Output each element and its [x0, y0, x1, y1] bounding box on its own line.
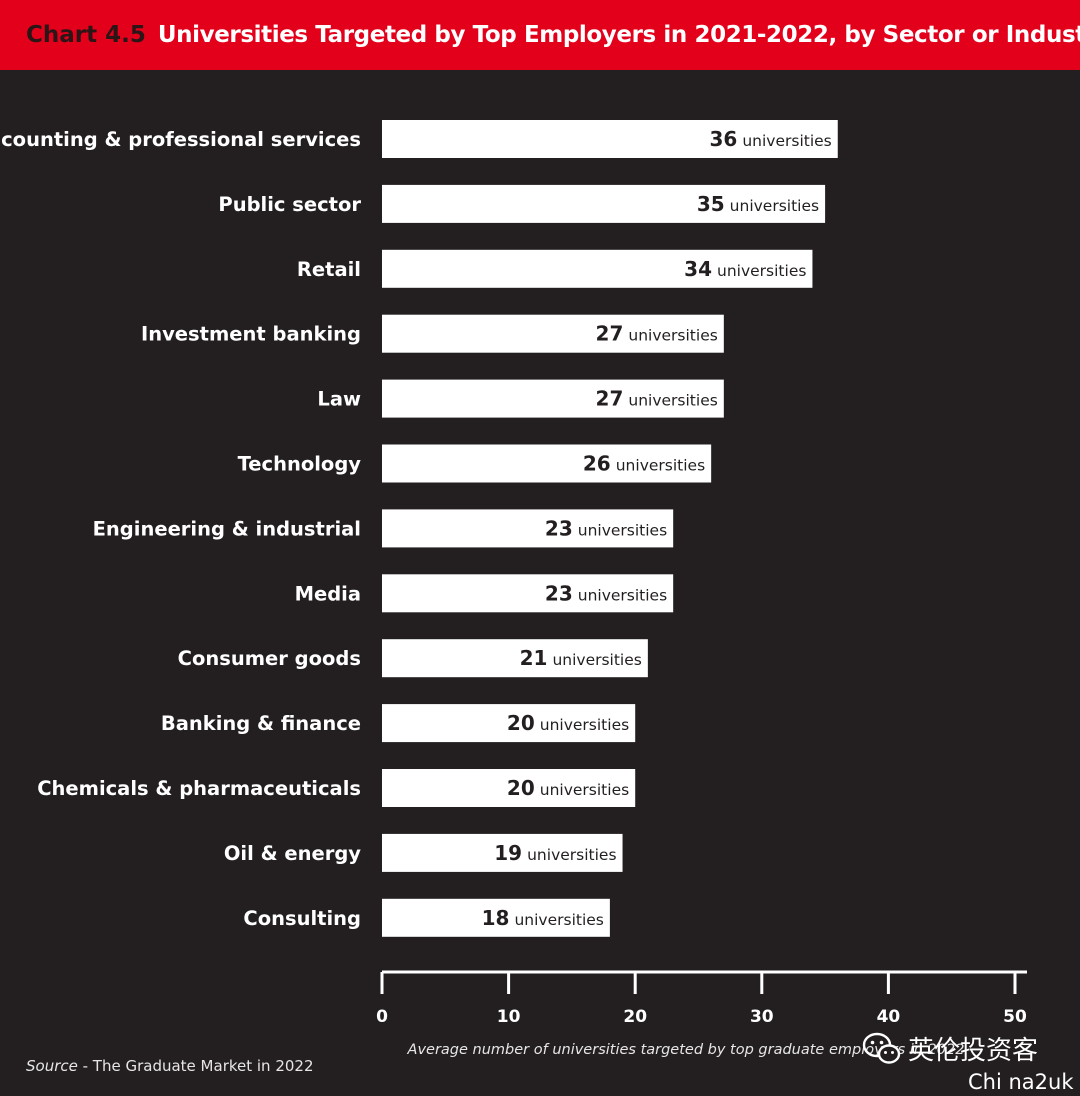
- data-label-value: 23: [545, 516, 573, 540]
- chart-number: Chart 4.5: [26, 22, 146, 48]
- watermark-site: Chi na2uk: [968, 1070, 1074, 1094]
- data-label-unit: universities: [578, 521, 667, 539]
- data-label: 23 universities: [545, 581, 667, 605]
- bar: [382, 769, 636, 807]
- data-label-unit: universities: [540, 781, 629, 799]
- category-label: Consulting: [243, 907, 361, 930]
- data-label-value: 26: [583, 452, 611, 476]
- chart-title: Universities Targeted by Top Employers i…: [157, 22, 1080, 48]
- bar: [382, 574, 674, 613]
- data-label-value: 20: [507, 711, 535, 735]
- data-label: 34 universities: [684, 257, 806, 281]
- bar: [382, 249, 813, 288]
- category-label: Oil & energy: [224, 842, 361, 865]
- source-note: Source - The Graduate Market in 2022: [26, 1057, 314, 1075]
- category-label: Retail: [297, 258, 361, 281]
- data-label-unit: universities: [742, 132, 831, 150]
- data-label-value: 19: [494, 841, 522, 865]
- data-label-value: 23: [545, 581, 573, 605]
- x-tick-label: 10: [497, 1007, 521, 1027]
- title-bar: Chart 4.5 Universities Targeted by Top E…: [0, 0, 1080, 70]
- x-tick-label: 40: [877, 1007, 901, 1027]
- data-label-unit: universities: [730, 197, 819, 215]
- data-label: 20 universities: [507, 711, 629, 735]
- data-label-value: 27: [596, 387, 624, 411]
- data-label-value: 35: [697, 192, 725, 216]
- data-label: 35 universities: [697, 192, 819, 216]
- category-label: Engineering & industrial: [93, 517, 361, 540]
- category-label: Media: [295, 582, 361, 605]
- data-label-value: 18: [482, 906, 510, 930]
- data-label-value: 36: [709, 127, 737, 151]
- category-label: Consumer goods: [178, 647, 361, 670]
- category-label: Banking & finance: [161, 712, 361, 735]
- data-label-value: 34: [684, 257, 712, 281]
- data-label-unit: universities: [552, 651, 641, 669]
- bar: [382, 314, 724, 353]
- data-label: 19 universities: [494, 841, 616, 865]
- source-prefix: Source: [26, 1057, 78, 1075]
- category-label: Law: [317, 388, 361, 411]
- data-label-value: 27: [596, 322, 624, 346]
- source-text: - The Graduate Market in 2022: [77, 1057, 314, 1075]
- x-tick-label: 20: [623, 1007, 647, 1027]
- data-label: 21 universities: [520, 646, 642, 670]
- bar: [382, 379, 724, 418]
- category-label: Public sector: [218, 193, 361, 216]
- data-label-unit: universities: [514, 911, 603, 929]
- bar: [382, 120, 838, 158]
- category-label: Investment banking: [141, 323, 361, 346]
- watermark: 英伦投资客: [862, 1030, 1038, 1067]
- bar: [382, 444, 712, 483]
- data-label: 27 universities: [596, 322, 718, 346]
- wechat-icon: [862, 1032, 901, 1064]
- bar: [382, 509, 674, 548]
- data-label-unit: universities: [527, 846, 616, 864]
- x-tick-label: 50: [1003, 1007, 1027, 1027]
- data-label-value: 20: [507, 776, 535, 800]
- bar: [382, 898, 610, 937]
- category-label: Technology: [238, 453, 362, 476]
- bar: [382, 639, 648, 678]
- data-label-unit: universities: [628, 392, 717, 410]
- data-label-unit: universities: [616, 457, 705, 475]
- watermark-text: 英伦投资客: [908, 1036, 1039, 1066]
- x-tick-label: 30: [750, 1007, 774, 1027]
- data-label-unit: universities: [628, 327, 717, 345]
- data-label: 26 universities: [583, 452, 705, 476]
- category-label: Chemicals & pharmaceuticals: [37, 777, 361, 800]
- data-label-unit: universities: [578, 586, 667, 604]
- category-label: Accounting & professional services: [0, 128, 361, 151]
- data-label: 18 universities: [482, 906, 604, 930]
- bars-layer: Accounting & professional services 36 univ…: [0, 120, 838, 937]
- bar: [382, 704, 636, 743]
- data-label-value: 21: [520, 646, 548, 670]
- bar: [382, 833, 623, 872]
- data-label: 27 universities: [596, 387, 718, 411]
- data-label: 36 universities: [709, 127, 831, 151]
- bar: [382, 184, 826, 223]
- x-tick-label: 0: [376, 1007, 388, 1027]
- x-axis: 0 10 20 30 40 50: [376, 970, 1027, 1027]
- x-axis-label: Average number of universities targeted …: [407, 1042, 965, 1058]
- data-label-unit: universities: [540, 716, 629, 734]
- data-label: 20 universities: [507, 776, 629, 800]
- data-label: 23 universities: [545, 516, 667, 540]
- data-label-unit: universities: [717, 262, 806, 280]
